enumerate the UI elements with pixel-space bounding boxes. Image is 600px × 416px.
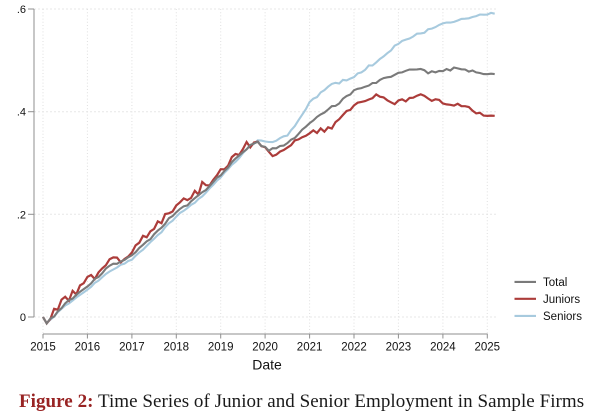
- svg-text:2016: 2016: [75, 342, 101, 354]
- svg-text:2024: 2024: [430, 342, 456, 354]
- svg-text:2020: 2020: [252, 342, 278, 354]
- svg-text:.2: .2: [17, 209, 26, 221]
- svg-text:Juniors: Juniors: [543, 294, 580, 306]
- svg-text:.6: .6: [17, 4, 26, 16]
- svg-text:2018: 2018: [164, 342, 190, 354]
- svg-text:2017: 2017: [119, 342, 145, 354]
- svg-text:2022: 2022: [341, 342, 367, 354]
- svg-text:0: 0: [20, 312, 26, 324]
- svg-text:2023: 2023: [386, 342, 412, 354]
- svg-text:2021: 2021: [297, 342, 323, 354]
- svg-text:.4: .4: [17, 107, 26, 119]
- svg-text:Total: Total: [543, 277, 567, 289]
- svg-text:Seniors: Seniors: [543, 311, 582, 323]
- svg-text:Figure 2: Time Series of Junio: Figure 2: Time Series of Junior and Seni…: [19, 391, 584, 412]
- svg-text:2025: 2025: [475, 342, 501, 354]
- svg-text:2019: 2019: [208, 342, 234, 354]
- svg-text:2015: 2015: [30, 342, 56, 354]
- svg-text:Date: Date: [252, 357, 282, 373]
